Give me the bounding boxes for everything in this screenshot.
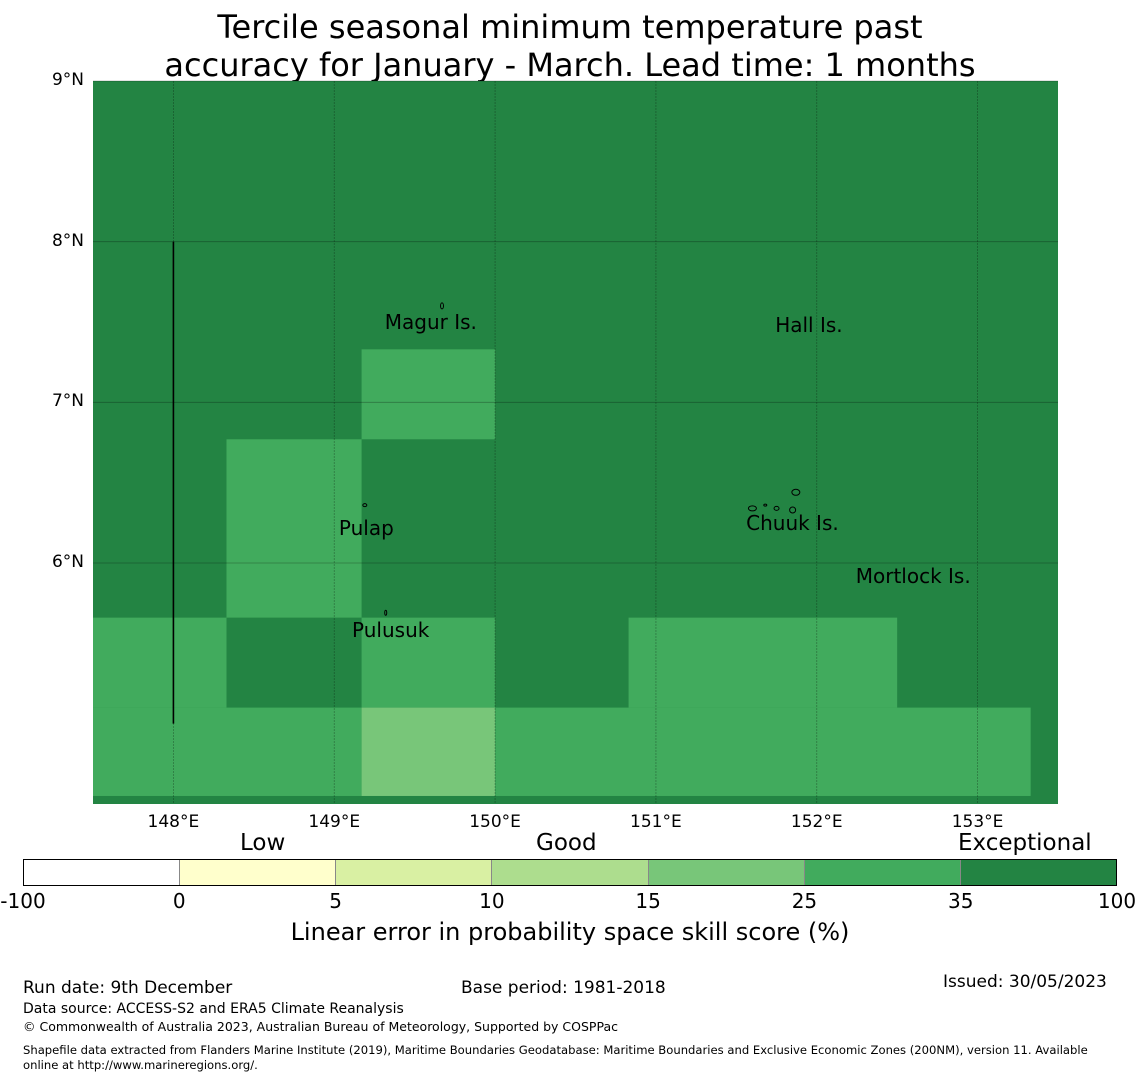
skill-cell <box>495 707 1031 796</box>
skill-map <box>93 80 1058 804</box>
lon-tick-label: 150°E <box>469 812 521 832</box>
place-label: Magur Is. <box>384 310 477 334</box>
place-label: Mortlock Is. <box>855 563 971 588</box>
lat-tick-label: 7°N <box>51 391 84 412</box>
lon-tick-label: 153°E <box>951 812 1004 832</box>
chart-title-line1: Tercile seasonal minimum temperature pas… <box>217 8 923 46</box>
lon-tick-label: 151°E <box>630 812 682 832</box>
colorbar-tick-label: 0 <box>172 889 186 913</box>
data-source: Data source: ACCESS-S2 and ERA5 Climate … <box>23 1001 404 1017</box>
lon-tick-label: 148°E <box>147 812 200 832</box>
skill-cell <box>93 617 227 708</box>
colorbar-segment <box>648 860 805 885</box>
colorbar-segment <box>960 860 1116 885</box>
island-outline-pulap <box>362 503 368 508</box>
colorbar-segment <box>24 860 181 885</box>
island-outline-chuuk <box>773 505 780 511</box>
colorbar-segment <box>180 860 337 885</box>
place-label: Chuuk Is. <box>746 510 839 535</box>
shapefile-credit-line2: online at http://www.marineregions.org/. <box>23 1058 258 1072</box>
lat-tick-label: 6°N <box>51 552 84 572</box>
category-low-label: Low <box>240 830 286 856</box>
colorbar-tick-label: 25 <box>791 889 818 913</box>
island-outline-pulusuk <box>384 609 388 616</box>
base-period: Base period: 1981-2018 <box>461 978 666 998</box>
colorbar-tick-label: -100 <box>0 889 46 913</box>
skill-cell <box>361 707 496 796</box>
colorbar-tick-label: 5 <box>329 889 342 913</box>
skill-cell <box>226 439 362 618</box>
skill-cell <box>361 617 496 708</box>
colorbar-tick-label: 10 <box>479 889 505 913</box>
copyright: © Commonwealth of Australia 2023, Austra… <box>23 1019 618 1034</box>
island-outline-chuuk <box>789 506 797 514</box>
place-label: Hall Is. <box>775 313 843 338</box>
colorbar-segment <box>336 860 493 885</box>
issued-date: Issued: 30/05/2023 <box>943 972 1107 992</box>
category-exceptional-label: Exceptional <box>958 830 1092 856</box>
lat-tick-label: 8°N <box>51 230 84 251</box>
lon-tick-label: 152°E <box>790 812 843 832</box>
skill-cell <box>93 707 362 796</box>
place-label: Pulusuk <box>352 618 430 643</box>
colorbar-segment <box>804 860 961 885</box>
island-outline-chuuk <box>747 505 757 512</box>
chart-title-line2: accuracy for January - March. Lead time:… <box>164 46 976 84</box>
colorbar-tick-label: 100 <box>1097 889 1137 913</box>
island-outline-chuuk <box>763 503 768 507</box>
skill-cell <box>628 617 898 708</box>
shapefile-credit-line1: Shapefile data extracted from Flanders M… <box>23 1043 1088 1057</box>
island-outline-chuuk <box>791 488 801 496</box>
skill-cell <box>361 349 496 440</box>
colorbar-segment <box>492 860 649 885</box>
colorbar <box>23 859 1117 886</box>
colorbar-label: Linear error in probability space skill … <box>290 918 850 946</box>
category-good-label: Good <box>536 830 597 856</box>
colorbar-tick-label: 15 <box>635 889 661 913</box>
lon-tick-label: 149°E <box>308 812 361 832</box>
island-outline-magur <box>440 302 445 310</box>
place-label: Pulap <box>338 515 394 540</box>
lat-tick-label: 9°N <box>51 70 84 90</box>
colorbar-tick-label: 35 <box>947 889 974 913</box>
run-date: Run date: 9th December <box>23 978 233 998</box>
